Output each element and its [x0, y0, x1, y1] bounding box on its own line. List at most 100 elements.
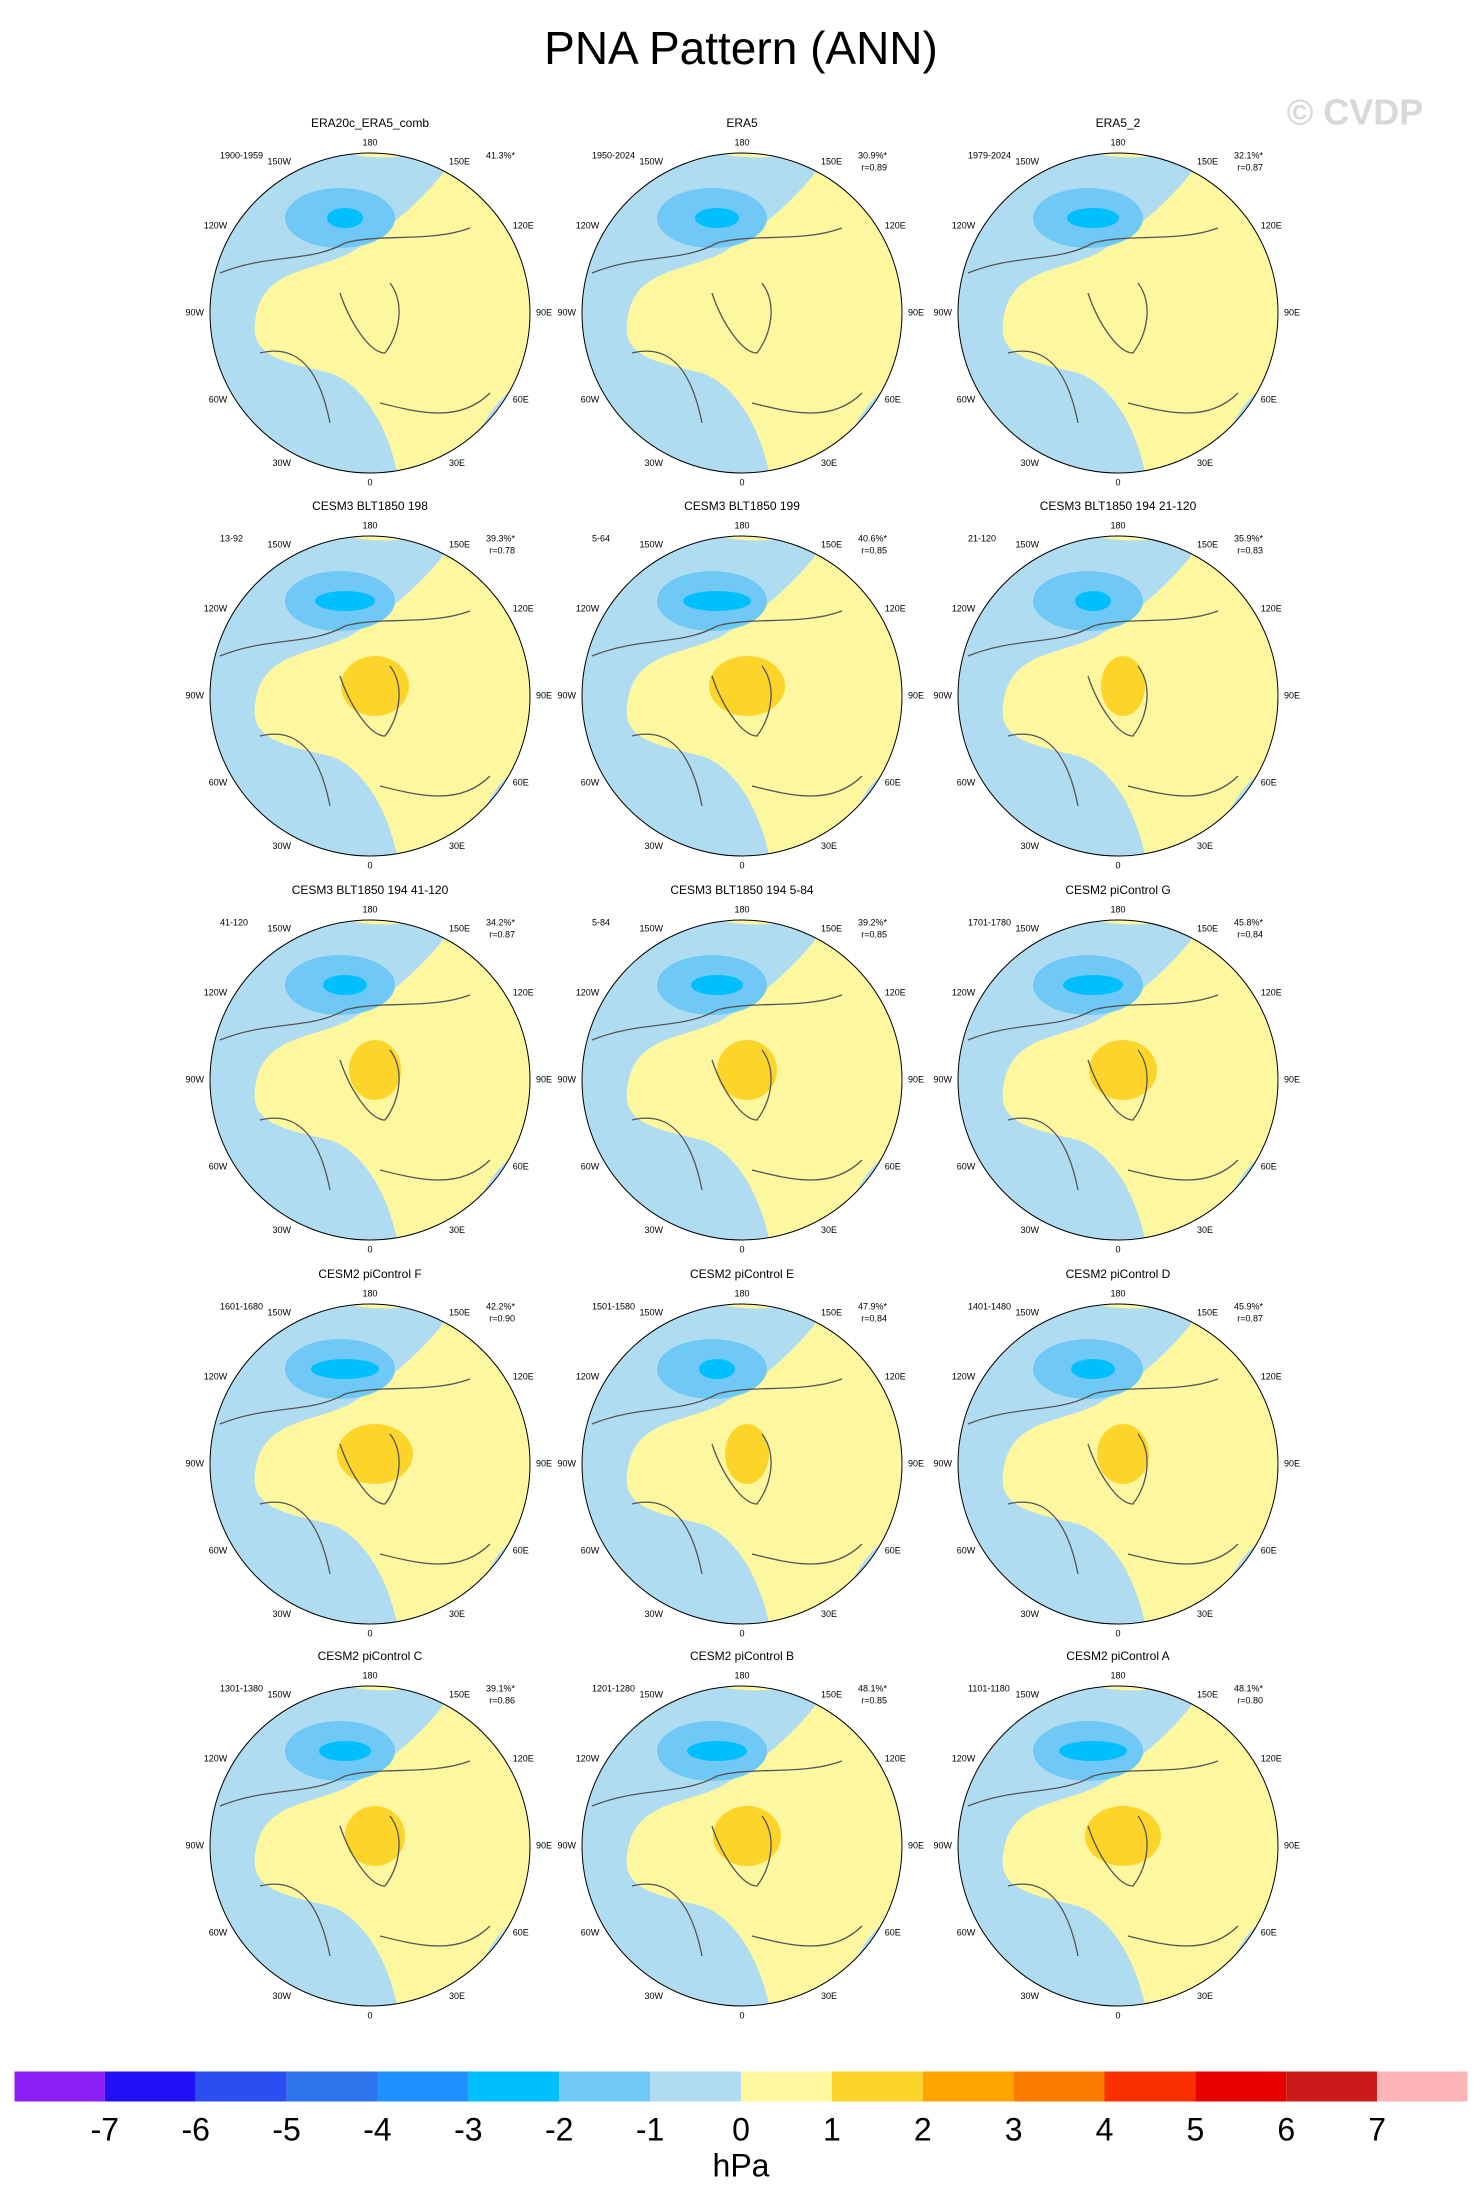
lon-label: 30W	[644, 1225, 663, 1235]
colorbar-label: 7	[1368, 2111, 1386, 2147]
coastline	[219, 227, 491, 424]
panel-period: 41-120	[220, 917, 248, 927]
negative-center	[1071, 1359, 1115, 1379]
map-panel: 180 150E 120E 90E 60E 30E 0 30W 60W 90W 120W 150W CE…	[185, 1267, 552, 1638]
lon-label: 60E	[1261, 394, 1277, 404]
coastline	[967, 1378, 1239, 1575]
panel-r: r=0.87	[1237, 1313, 1263, 1323]
lon-label: 60E	[885, 1927, 901, 1937]
lon-label: 150E	[449, 157, 470, 167]
lon-label: 0	[1115, 2010, 1120, 2020]
panel-period: 21-120	[968, 533, 996, 543]
lon-label: 150E	[821, 924, 842, 934]
lon-label: 150E	[449, 1308, 470, 1318]
positive-region	[626, 1304, 902, 1624]
coastline	[967, 227, 1239, 424]
panel-period: 13-92	[220, 533, 243, 543]
panel-title: CESM2 piControl F	[318, 1267, 421, 1281]
lon-label: 150W	[1015, 540, 1039, 550]
colorbar-box	[741, 2071, 832, 2102]
lon-label: 120E	[1261, 987, 1282, 997]
lon-label: 90E	[1284, 690, 1300, 700]
map-border	[581, 1303, 903, 1625]
positive-band	[310, 1686, 450, 1691]
colorbar-box	[831, 2071, 923, 2102]
lon-label: 30W	[272, 841, 291, 851]
lon-label: 60W	[209, 777, 228, 787]
positive-band	[1058, 920, 1198, 925]
map-border	[957, 152, 1279, 474]
lon-label: 30E	[449, 1991, 465, 2001]
lon-label: 90W	[933, 690, 952, 700]
coastline	[967, 1760, 1239, 1957]
panel-period: 1501-1580	[592, 1301, 635, 1311]
lon-label: 150E	[449, 540, 470, 550]
lon-label: 180	[362, 1670, 377, 1680]
map-fill	[958, 153, 1278, 473]
lon-label: 90E	[536, 690, 552, 700]
map-panel: 180 150E 120E 90E 60E 30E 0 30W 60W 90W 120W 150W CE…	[557, 1649, 924, 2020]
lon-label: 90W	[933, 1458, 952, 1468]
panel-pct: 39.2%*	[858, 917, 888, 927]
panel-r: r=0.87	[1237, 162, 1263, 172]
watermark: © CVDP	[1287, 92, 1424, 133]
coastline	[591, 1760, 863, 1957]
negative-center	[327, 208, 363, 228]
panel-title: ERA5_2	[1096, 116, 1141, 130]
panel-pct: 41.3%*	[486, 150, 516, 160]
lon-label: 150E	[821, 540, 842, 550]
coastline	[219, 1760, 491, 1957]
lon-label: 60W	[581, 1927, 600, 1937]
map-fill	[582, 1686, 902, 2006]
lon-label: 60E	[885, 394, 901, 404]
lon-label: 120W	[952, 220, 976, 230]
lon-label: 30W	[272, 1991, 291, 2001]
lon-label: 30E	[821, 1609, 837, 1619]
lon-label: 150W	[639, 924, 663, 934]
lon-label: 30E	[449, 1609, 465, 1619]
lon-label: 150W	[1015, 157, 1039, 167]
colorbar-box	[195, 2071, 287, 2102]
panel-period: 1950-2024	[592, 150, 635, 160]
lon-label: 120W	[952, 1371, 976, 1381]
lon-label: 120W	[952, 987, 976, 997]
lon-label: 90E	[908, 1074, 924, 1084]
lon-label: 60E	[513, 394, 529, 404]
lon-label: 90E	[908, 307, 924, 317]
panel-period: 1201-1280	[592, 1683, 635, 1693]
panel-pct: 35.9%*	[1234, 533, 1264, 543]
lon-label: 30W	[1020, 841, 1039, 851]
figure-title: PNA Pattern (ANN)	[544, 22, 938, 74]
lon-label: 90E	[536, 1458, 552, 1468]
positive-band	[682, 920, 822, 925]
positive-region	[1002, 153, 1278, 473]
positive-core	[349, 1040, 401, 1100]
lon-label: 120E	[885, 987, 906, 997]
positive-core	[345, 1806, 405, 1866]
panel-r: r=0.83	[1237, 545, 1263, 555]
lon-label: 30W	[1020, 1225, 1039, 1235]
colorbar-box	[1104, 2071, 1196, 2102]
lon-label: 120W	[576, 220, 600, 230]
map-panel: 180 150E 120E 90E 60E 30E 0 30W 60W 90W 120W 150W CE…	[933, 499, 1300, 870]
lon-label: 60W	[957, 1161, 976, 1171]
colorbar-label: 1	[823, 2111, 841, 2147]
positive-band	[682, 1304, 822, 1309]
map-border	[209, 152, 531, 474]
lon-label: 0	[367, 1628, 372, 1638]
lon-label: 150E	[449, 924, 470, 934]
lon-label: 60W	[581, 1161, 600, 1171]
lon-label: 150W	[267, 924, 291, 934]
lon-label: 0	[739, 1628, 744, 1638]
lon-label: 150E	[1197, 157, 1218, 167]
panel-period: 1701-1780	[968, 917, 1011, 927]
lon-label: 0	[739, 477, 744, 487]
colorbar-label: 4	[1096, 2111, 1114, 2147]
negative-center	[683, 591, 751, 611]
map-border	[581, 919, 903, 1241]
lon-label: 150E	[821, 1690, 842, 1700]
coastline	[591, 227, 863, 424]
map-fill	[958, 536, 1278, 856]
panel-r: r=0.90	[489, 1313, 515, 1323]
map-border	[581, 1685, 903, 2007]
